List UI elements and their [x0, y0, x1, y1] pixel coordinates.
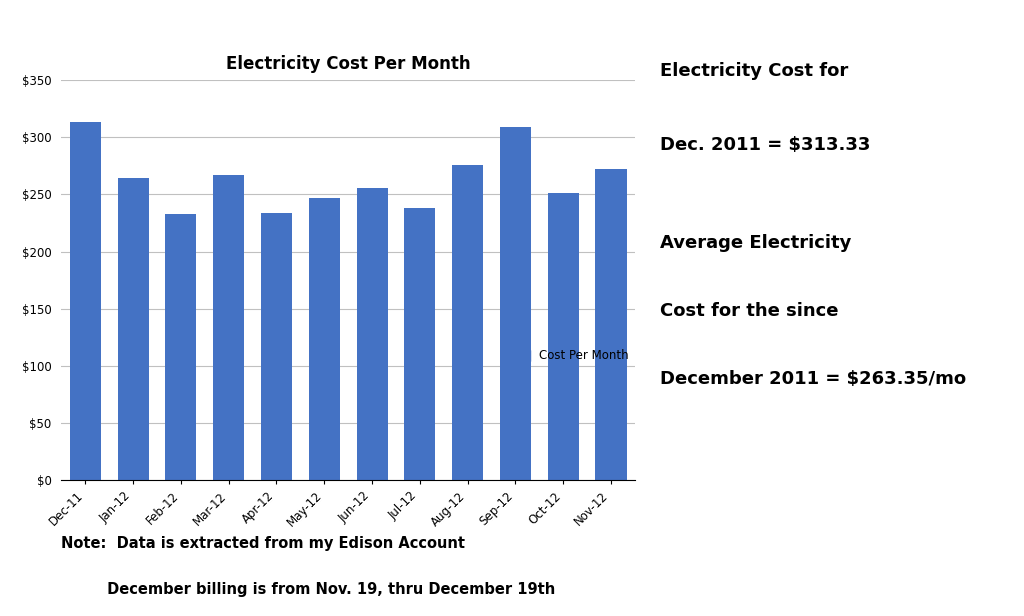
Bar: [548, 193, 579, 480]
Bar: [356, 188, 387, 480]
Bar: [309, 198, 340, 480]
Bar: [596, 169, 627, 480]
Text: Dec. 2011 = $313.33: Dec. 2011 = $313.33: [660, 136, 870, 153]
Bar: [70, 122, 100, 480]
Text: Average Electricity: Average Electricity: [660, 234, 852, 252]
Text: Electricity Cost for: Electricity Cost for: [660, 62, 849, 79]
Text: Note:  Data is extracted from my Edison Account: Note: Data is extracted from my Edison A…: [61, 536, 466, 551]
Title: Electricity Cost Per Month: Electricity Cost Per Month: [226, 55, 470, 73]
Text: Cost for the since: Cost for the since: [660, 302, 839, 320]
Bar: [118, 179, 148, 480]
Text: December billing is from Nov. 19, thru December 19th: December billing is from Nov. 19, thru D…: [61, 582, 556, 597]
Bar: [453, 164, 483, 480]
Bar: [261, 213, 292, 480]
Bar: [404, 208, 435, 480]
Bar: [213, 175, 244, 480]
Bar: [500, 127, 531, 480]
Text: December 2011 = $263.35/mo: December 2011 = $263.35/mo: [660, 370, 967, 387]
Bar: [166, 214, 197, 480]
Legend: Cost Per Month: Cost Per Month: [516, 349, 629, 362]
